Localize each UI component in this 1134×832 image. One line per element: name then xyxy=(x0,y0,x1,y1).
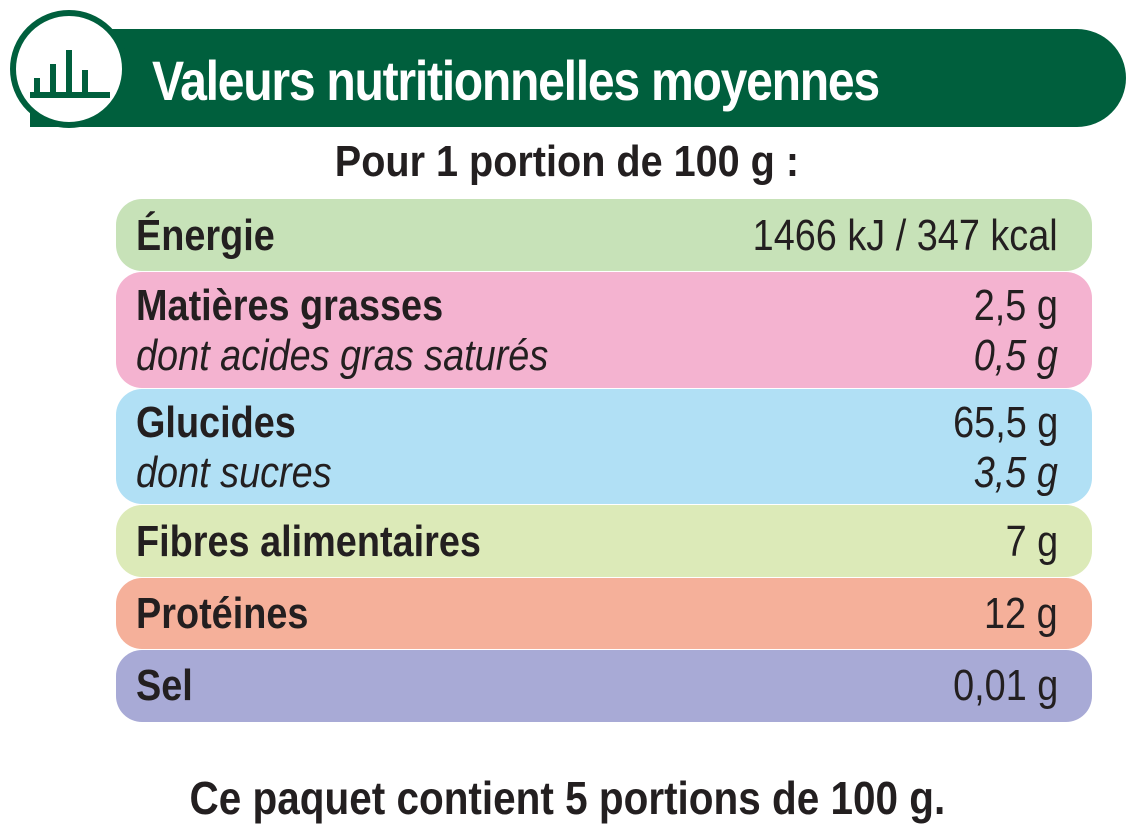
nutrient-label: Glucides xyxy=(136,398,296,447)
nutrient-sub-value: 3,5 g xyxy=(973,448,1058,497)
portion-subtitle: Pour 1 portion de 100 g : xyxy=(334,137,800,186)
nutrient-sub-label: dont sucres xyxy=(136,448,332,497)
nutrient-sub-label: dont acides gras saturés xyxy=(136,331,549,380)
nutrient-value: 12 g xyxy=(984,589,1058,638)
package-footer: Ce paquet contient 5 portions de 100 g. xyxy=(189,772,945,824)
nutrient-label: Sel xyxy=(136,661,193,710)
nutrient-sub-value: 0,5 g xyxy=(973,331,1058,380)
logo-badge xyxy=(10,10,128,128)
nutrient-value: 7 g xyxy=(1005,517,1058,566)
nutrient-row-energy: Énergie 1466 kJ / 347 kcal xyxy=(116,199,1092,271)
nutrient-row-fibres: Fibres alimentaires 7 g xyxy=(116,505,1092,577)
nutrient-value: 0,01 g xyxy=(952,661,1058,710)
nutrient-label: Énergie xyxy=(136,211,275,260)
page-title: Valeurs nutritionnelles moyennes xyxy=(152,49,880,112)
nutrient-row-salt: Sel 0,01 g xyxy=(116,650,1092,722)
bar-chart-icon xyxy=(30,50,110,98)
nutrient-row-fat: Matières grasses 2,5 g dont acides gras … xyxy=(116,272,1092,388)
nutrient-value: 2,5 g xyxy=(973,281,1058,330)
nutrient-label: Fibres alimentaires xyxy=(136,517,481,566)
nutrient-row-proteins: Protéines 12 g xyxy=(116,578,1092,649)
header-bar xyxy=(30,29,1126,127)
nutrient-label: Matières grasses xyxy=(136,281,444,330)
nutrient-row-carbs: Glucides 65,5 g dont sucres 3,5 g xyxy=(116,389,1092,504)
nutrient-value: 65,5 g xyxy=(952,398,1058,447)
nutrient-value: 1466 kJ / 347 kcal xyxy=(752,211,1058,260)
nutrient-label: Protéines xyxy=(136,589,309,638)
